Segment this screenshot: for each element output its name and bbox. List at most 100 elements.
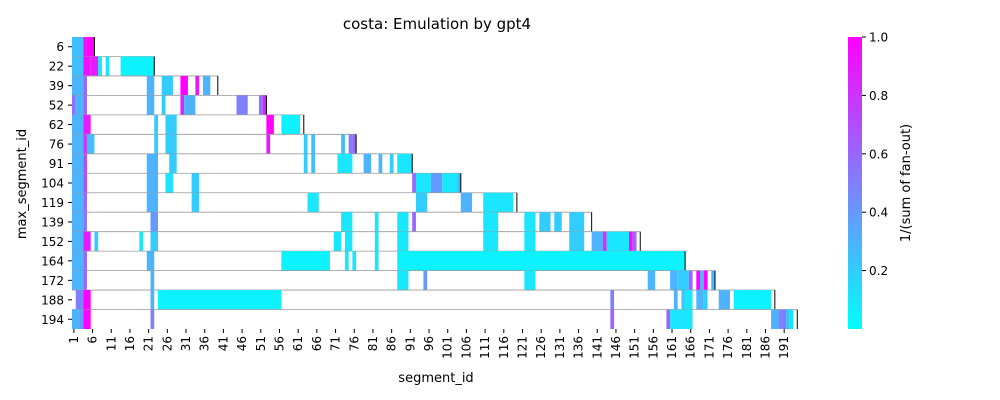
heatmap-cell	[75, 95, 84, 115]
heatmap-cell	[307, 192, 319, 213]
x-tick-label: 56	[272, 336, 286, 351]
y-tick-label: 172	[41, 274, 64, 288]
x-tick-label: 31	[179, 336, 193, 351]
y-tick-label: 62	[49, 118, 64, 132]
heatmap-cell	[539, 212, 551, 232]
heatmap-cell	[83, 134, 87, 154]
y-tick-label: 152	[41, 235, 64, 249]
y-tick-label: 22	[49, 60, 64, 74]
heatmap-cell	[341, 212, 353, 232]
x-tick-label: 151	[628, 336, 642, 359]
y-tick-label: 139	[41, 215, 64, 229]
heatmap-cell	[150, 290, 155, 310]
x-tick-label: 141	[590, 336, 604, 359]
heatmap-cell	[688, 270, 693, 291]
heatmap-cell	[83, 192, 87, 213]
heatmap-cell	[423, 270, 428, 291]
heatmap-cell	[337, 153, 353, 174]
heatmap-cell	[700, 270, 704, 291]
heatmap-cell	[191, 173, 200, 193]
heatmap-cell	[146, 192, 158, 213]
heatmap-cell	[150, 309, 155, 329]
colorbar-label: 1/(sum of fan-out)	[899, 124, 914, 242]
heatmap-cell	[165, 173, 173, 193]
plot-area	[72, 37, 798, 329]
heatmap-cell	[180, 75, 188, 96]
heatmap-cell	[266, 134, 271, 154]
heatmap-cell	[150, 231, 158, 252]
colorbar: 0.2 0.4 0.6 0.8 1.0	[848, 31, 888, 329]
heatmap-cell	[311, 153, 315, 174]
x-tick-label: 116	[497, 336, 511, 359]
heatmap-cell	[150, 270, 155, 291]
colorbar-tick-label: 0.8	[869, 89, 888, 103]
y-tick-label: 164	[41, 254, 64, 268]
y-tick-label: 6	[56, 40, 64, 54]
heatmap-cell	[72, 95, 76, 115]
heatmap-cell	[374, 212, 379, 232]
heatmap-cell	[311, 134, 315, 154]
heatmap-cell	[711, 270, 716, 291]
x-tick-label: 16	[123, 336, 137, 351]
heatmap-cell	[83, 114, 91, 135]
y-tick-label: 39	[49, 79, 64, 93]
heatmap-cell	[397, 270, 409, 291]
x-tick-label: 61	[291, 336, 305, 351]
y-tick-label: 104	[41, 177, 64, 191]
heatmap-cell	[154, 114, 158, 135]
heatmap-cell	[483, 192, 514, 213]
heatmap-cell	[483, 231, 499, 252]
x-tick-label: 181	[740, 336, 754, 359]
heatmap-cell	[72, 251, 84, 271]
heatmap-cell	[703, 290, 708, 310]
heatmap-cell	[165, 134, 177, 154]
heatmap-cell	[363, 153, 372, 174]
heatmap-cell	[733, 290, 772, 310]
heatmap-cell	[258, 95, 263, 115]
x-tick-label: 81	[366, 336, 380, 351]
heatmap-cell	[430, 173, 443, 193]
heatmap-cell	[397, 231, 409, 252]
heatmap-cell	[460, 192, 473, 213]
heatmap-cell	[483, 212, 499, 232]
heatmap-cell	[685, 290, 693, 310]
heatmap-cell	[165, 114, 177, 135]
heatmap-cell	[524, 231, 536, 252]
heatmap-cell	[72, 231, 84, 252]
heatmap-cell	[120, 56, 155, 76]
x-tick-label: 156	[646, 336, 660, 359]
x-tick-label: 131	[553, 336, 567, 359]
heatmap-cell	[72, 114, 84, 135]
x-tick-label: 96	[422, 336, 436, 351]
x-tick-label: 91	[403, 336, 417, 351]
heatmap-cell	[333, 231, 342, 252]
heatmap-cell	[606, 231, 630, 252]
x-tick-label: 66	[310, 336, 324, 351]
y-tick-label: 76	[49, 138, 64, 152]
heatmap-cell	[83, 251, 87, 271]
heatmap-cell	[75, 290, 84, 310]
heatmap-cell	[341, 134, 345, 154]
heatmap-cell	[415, 173, 431, 193]
colorbar-tick-label: 0.2	[869, 264, 888, 278]
heatmap-cell	[146, 251, 155, 271]
heatmap-cell	[83, 309, 91, 329]
heatmap-cell	[191, 192, 200, 213]
x-tick-label: 146	[609, 336, 623, 359]
x-tick-label: 166	[684, 336, 698, 359]
heatmap-cell	[83, 37, 87, 57]
heatmap-cell	[696, 290, 704, 310]
y-tick-label: 188	[41, 293, 64, 307]
heatmap-cell	[397, 153, 413, 174]
heatmap-cell	[554, 212, 562, 232]
heatmap-cell	[703, 270, 708, 291]
heatmap-cell	[412, 212, 416, 232]
heatmap-cell	[202, 75, 211, 96]
colorbar-tick-label: 1.0	[869, 31, 888, 45]
y-tick-label: 91	[49, 157, 64, 171]
heatmap-cell	[161, 75, 173, 96]
y-axis-label: max_segment_id	[15, 129, 30, 239]
x-tick-label: 21	[142, 336, 156, 351]
chart-title: costa: Emulation by gpt4	[343, 15, 531, 33]
